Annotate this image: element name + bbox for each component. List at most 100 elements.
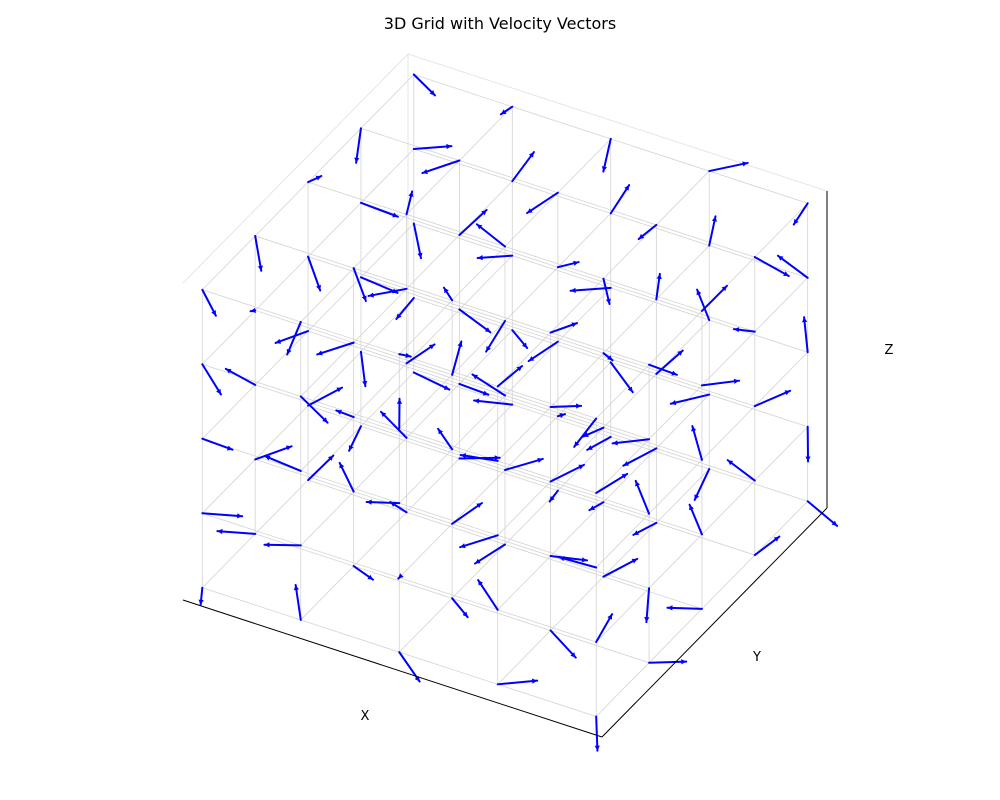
velocity-vector <box>335 409 355 419</box>
vector-shaft <box>569 286 612 292</box>
vector-shaft <box>549 463 586 483</box>
vector-head <box>571 322 577 328</box>
vector-shaft <box>476 254 514 259</box>
velocity-vector <box>602 277 611 306</box>
vector-head <box>644 616 650 623</box>
vector-shaft <box>299 395 329 424</box>
vector-head <box>198 599 204 605</box>
vector-head <box>601 166 607 172</box>
velocity-vector <box>666 605 703 611</box>
velocity-vector <box>806 500 839 527</box>
velocity-vector <box>398 651 421 683</box>
velocity-vector <box>412 222 423 260</box>
vector-head <box>570 287 576 293</box>
velocity-vector <box>293 583 302 621</box>
vector-head <box>605 298 611 305</box>
velocity-vector <box>451 597 469 619</box>
velocity-vector <box>586 435 612 451</box>
vector-head <box>783 271 789 277</box>
vector-head <box>257 265 263 271</box>
vector-head <box>327 455 334 461</box>
velocity-vector <box>459 453 499 462</box>
vector-shaft <box>485 320 506 353</box>
vector-shaft <box>573 417 598 448</box>
velocity-vector <box>609 361 634 394</box>
velocity-vector <box>299 395 329 424</box>
vector-shaft <box>696 288 711 322</box>
velocity-vector <box>475 223 506 248</box>
velocity-vector <box>726 459 756 482</box>
velocity-vector <box>634 479 651 515</box>
velocity-vector <box>224 367 257 386</box>
vector-shaft <box>645 587 651 624</box>
vector-head <box>559 413 566 419</box>
vector-head <box>482 390 489 396</box>
vector-head <box>476 503 482 509</box>
vector-head <box>773 536 780 542</box>
velocity-vector <box>753 535 781 557</box>
vector-head <box>216 388 221 395</box>
vector-shaft <box>451 340 463 376</box>
velocity-vector <box>548 489 559 503</box>
vector-shaft <box>526 191 559 215</box>
vector-head <box>462 611 468 618</box>
velocity-vector <box>442 286 454 302</box>
pane-edge <box>407 53 828 192</box>
vector-head <box>348 445 354 451</box>
vector-head <box>429 90 435 96</box>
vector-shaft <box>609 184 631 215</box>
velocity-vector <box>201 363 222 396</box>
vector-shaft <box>201 512 244 518</box>
velocity-vector <box>421 159 461 175</box>
velocity-vector <box>511 329 529 350</box>
vector-head <box>368 292 374 298</box>
vector-head <box>225 368 232 374</box>
vector-head <box>691 425 697 432</box>
velocity-vector <box>286 320 302 356</box>
vector-head <box>250 307 256 313</box>
vector-shaft <box>688 503 703 536</box>
vector-shaft <box>595 715 599 752</box>
velocity-vector <box>802 316 809 354</box>
velocity-vector <box>307 386 344 407</box>
vector-head <box>354 157 360 163</box>
velocity-vector <box>499 105 514 116</box>
velocity-vector <box>688 503 703 536</box>
vector-head <box>275 338 282 344</box>
vector-head <box>361 295 367 302</box>
vector-head <box>474 398 480 404</box>
velocity-vector <box>549 322 578 334</box>
vector-shaft <box>708 161 749 173</box>
vector-shaft <box>475 223 506 248</box>
vector-head <box>460 543 466 549</box>
velocity-vector <box>485 320 506 353</box>
velocity-vector <box>398 352 412 359</box>
vector-head <box>405 352 411 359</box>
vector-head <box>443 385 450 390</box>
velocity-vector <box>582 426 605 438</box>
vector-head <box>446 143 452 150</box>
vector-head <box>396 313 402 319</box>
velocity-vector <box>471 373 506 397</box>
velocity-vector <box>412 73 436 97</box>
vector-head <box>696 289 702 296</box>
velocity-vector <box>254 234 263 272</box>
vector-head <box>438 428 444 435</box>
vector-head <box>594 745 600 751</box>
velocity-vector <box>338 461 355 493</box>
velocity-vector <box>732 327 756 333</box>
vector-head <box>317 350 323 356</box>
vector-shaft <box>511 151 535 183</box>
vector-head <box>607 355 613 361</box>
vector-shaft <box>458 308 492 334</box>
vector-head <box>831 520 838 526</box>
vector-shaft <box>286 320 302 356</box>
vector-head <box>573 260 579 266</box>
vector-head <box>670 400 677 406</box>
vector-head <box>559 556 565 562</box>
velocity-vector <box>201 288 217 317</box>
vector-head <box>428 344 435 350</box>
vector-head <box>322 417 328 423</box>
vector-head <box>460 453 467 459</box>
